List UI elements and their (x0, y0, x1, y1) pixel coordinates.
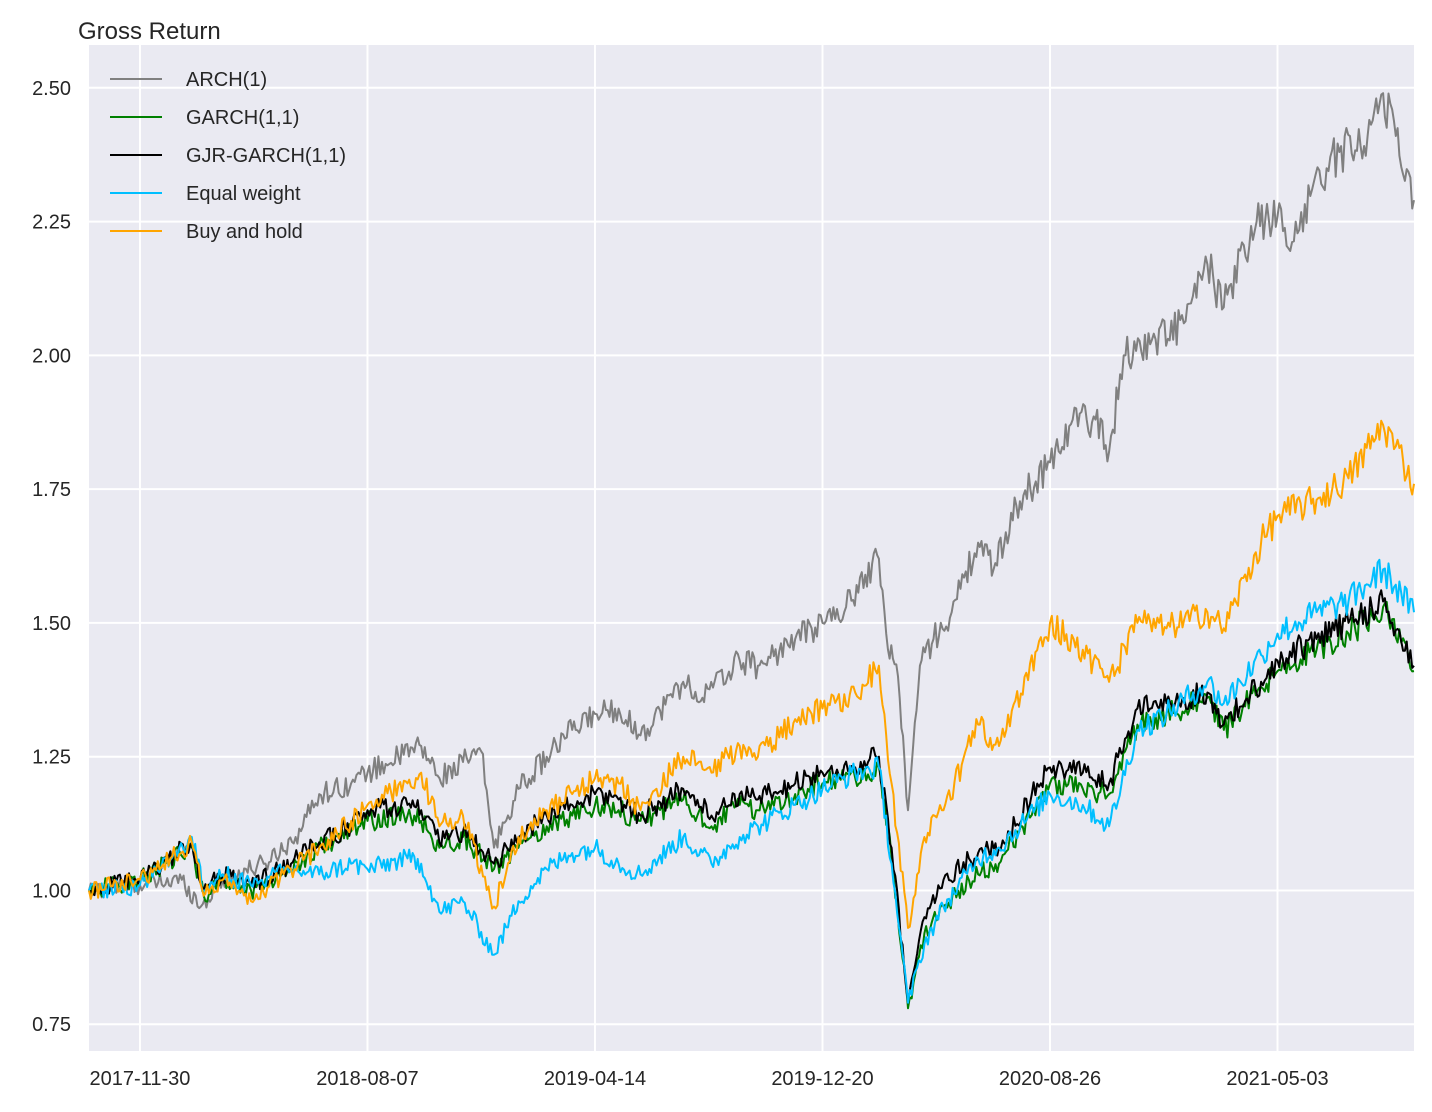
y-tick-labels: 0.75 1.00 1.25 1.50 1.75 2.00 2.25 2.50 (32, 78, 71, 1036)
legend-entry-label: GJR-GARCH(1,1) (186, 145, 346, 167)
x-tick-label: 2019-12-20 (771, 1068, 873, 1090)
y-tick-label: 2.25 (32, 212, 71, 234)
y-tick-label: 2.50 (32, 78, 71, 100)
y-tick-label: 1.50 (32, 613, 71, 635)
x-tick-labels: 2017-11-30 2018-08-07 2019-04-14 2019-12-20… (90, 1068, 1329, 1090)
series-lines (88, 92, 1415, 1010)
y-tick-label: 1.00 (32, 880, 71, 902)
plot-background (89, 45, 1414, 1051)
legend-entry-label: Buy and hold (186, 221, 303, 243)
series-line (88, 558, 1415, 1004)
legend-entry-label: Equal weight (186, 183, 301, 205)
x-tick-label: 2021-05-03 (1226, 1068, 1328, 1090)
series-line (88, 419, 1415, 929)
series-line (88, 92, 1415, 910)
y-tick-label: 1.75 (32, 479, 71, 501)
legend-entry-label: ARCH(1) (186, 69, 267, 91)
y-tick-label: 0.75 (32, 1014, 71, 1036)
x-tick-label: 2019-04-14 (544, 1068, 646, 1090)
y-axis-label: Gross Return (78, 18, 221, 45)
legend-entry-label: GARCH(1,1) (186, 107, 299, 129)
y-tick-label: 1.25 (32, 747, 71, 769)
x-tick-label: 2017-11-30 (90, 1068, 191, 1090)
y-tick-label: 2.00 (32, 345, 71, 367)
legend: ARCH(1) GARCH(1,1) GJR-GARCH(1,1) Equal wei… (110, 69, 346, 243)
x-tick-label: 2020-08-26 (999, 1068, 1101, 1090)
x-tick-label: 2018-08-07 (316, 1068, 418, 1090)
